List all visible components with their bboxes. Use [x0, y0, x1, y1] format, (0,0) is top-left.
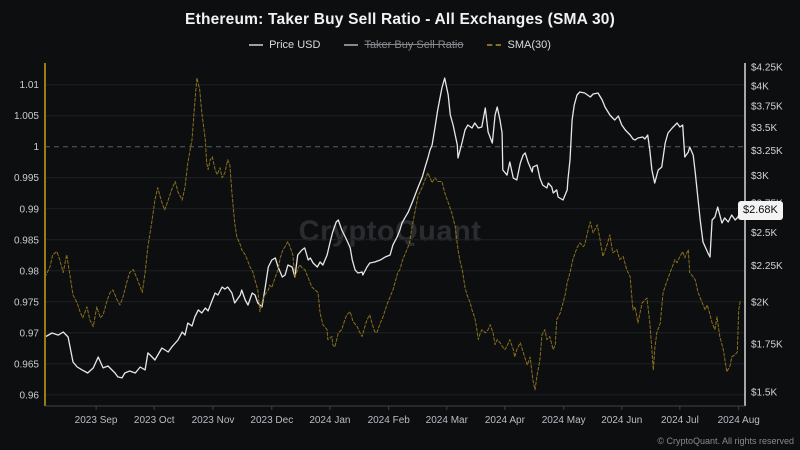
right-axis-tick-label: $2.25K — [751, 261, 783, 272]
legend-label-sma30: SMA(30) — [507, 39, 551, 51]
cryptoquant-watermark: CryptoQuant — [298, 215, 482, 248]
right-axis-tick-label: $4K — [751, 81, 769, 92]
x-axis-tick-label: 2024 Mar — [426, 415, 469, 426]
gridlines — [45, 84, 745, 396]
legend-item-sma30[interactable]: SMA(30) — [487, 39, 551, 51]
x-axis-tick-label: 2023 Oct — [134, 415, 175, 426]
left-axis-tick-label: 0.98 — [20, 266, 40, 277]
legend-label-price-usd: Price USD — [269, 39, 321, 51]
x-axis-tick-label: 2024 Jul — [661, 415, 699, 426]
right-axis-tick-label: $2.5K — [751, 228, 777, 239]
right-axis-tick-label: $1.5K — [751, 387, 777, 398]
right-axis-labels: $4.25K$4K$3.75K$3.5K$3.25K$3K$2.75K$2.5K… — [751, 63, 783, 399]
price-usd-line-swatch — [249, 44, 264, 46]
x-axis-tick-label: 2024 Aug — [718, 415, 760, 426]
copyright-note: © CryptoQuant. All rights reserved — [657, 436, 794, 446]
last-price-badge: $2.68K — [738, 201, 783, 221]
left-axis-tick-label: 0.97 — [20, 328, 40, 339]
x-axis-tick-label: 2024 Jun — [601, 415, 642, 426]
right-axis-tick-label: $1.75K — [751, 339, 783, 350]
series-line-sma-30- — [44, 77, 741, 391]
left-axis-tick-label: 0.975 — [14, 297, 39, 308]
legend-item-taker-buy-sell-ratio[interactable]: Taker Buy Sell Ratio — [344, 39, 463, 51]
right-axis-tick-label: $4.25K — [751, 63, 783, 74]
left-axis-tick-label: 1 — [33, 142, 39, 153]
left-axis-tick-label: 0.96 — [20, 390, 40, 401]
legend: Price USD Taker Buy Sell Ratio SMA(30) — [0, 39, 800, 51]
legend-item-price-usd[interactable]: Price USD — [249, 39, 320, 51]
right-axis-tick-label: $2K — [751, 298, 769, 309]
x-axis-tick-label: 2024 Apr — [485, 415, 526, 426]
left-axis-tick-label: 0.985 — [14, 235, 39, 246]
left-axis-labels: 1.01 1.005 1 0.995 0.99 0.985 0.98 0.975 0.97 0.9… — [14, 80, 39, 401]
x-axis-tick-label: 2024 Jan — [309, 415, 350, 426]
right-axis-tick-label: $3K — [751, 171, 769, 182]
x-axis-tick-label: 2024 Feb — [368, 415, 411, 426]
left-axis-tick-label: 0.995 — [14, 173, 39, 184]
chart-title: Ethereum: Taker Buy Sell Ratio - All Exc… — [185, 11, 615, 28]
taker-ratio-line-swatch — [344, 44, 359, 46]
legend-label-taker-buy-sell-ratio: Taker Buy Sell Ratio — [364, 39, 464, 51]
series-line-price-usd — [44, 77, 741, 379]
x-axis-labels: 2023 Sep 2023 Oct 2023 Nov 2023 Dec 2024 Jan… — [75, 415, 760, 426]
x-axis-tick-label: 2023 Sep — [75, 415, 118, 426]
right-axis-tick-label: $3.5K — [751, 123, 777, 134]
x-axis-tick-label: 2024 May — [542, 415, 586, 426]
x-tick-marks — [95, 406, 740, 410]
series-lines — [44, 77, 741, 391]
axis-borders — [44, 63, 746, 407]
x-axis-tick-label: 2023 Dec — [250, 415, 293, 426]
left-axis-tick-label: 0.965 — [14, 359, 39, 370]
right-axis-tick-label: $3.75K — [751, 102, 783, 113]
left-axis-tick-label: 0.99 — [20, 204, 40, 215]
left-axis-tick-label: 1.01 — [20, 80, 40, 91]
x-axis-tick-label: 2023 Nov — [192, 415, 235, 426]
right-axis-tick-label: $3.25K — [751, 146, 783, 157]
sma30-line-swatch — [487, 44, 502, 46]
left-axis-tick-label: 1.005 — [14, 111, 39, 122]
